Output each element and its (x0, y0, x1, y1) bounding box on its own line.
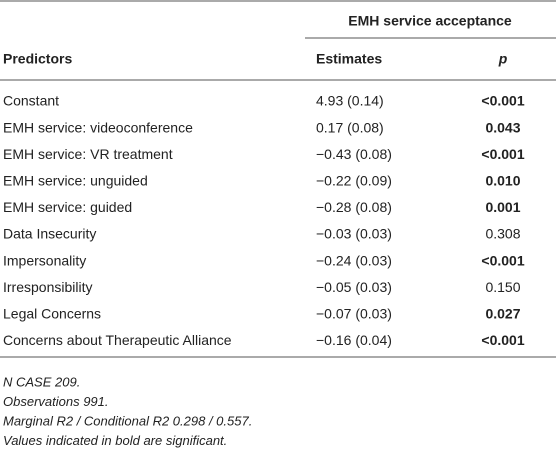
estimate: 4.93 (0.14) (316, 93, 384, 109)
predictor: Legal Concerns (3, 306, 101, 322)
estimate: −0.03 (0.03) (316, 226, 392, 242)
footnote: Observations 991. (3, 394, 109, 409)
p-value: <0.001 (481, 93, 524, 109)
estimate: −0.16 (0.04) (316, 332, 392, 348)
footnote: Marginal R2 / Conditional R2 0.298 / 0.5… (3, 413, 252, 428)
p-value: 0.027 (485, 306, 520, 322)
predictor: EMH service: guided (3, 199, 132, 215)
predictor: Impersonality (3, 252, 86, 268)
footnote: N CASE 209. (3, 374, 80, 389)
p-value: 0.001 (485, 199, 520, 215)
column-header: Predictors (3, 51, 72, 67)
predictor: EMH service: VR treatment (3, 146, 173, 162)
p-value: <0.001 (481, 252, 524, 268)
group-header: EMH service acceptance (348, 13, 512, 29)
predictor: Constant (3, 93, 59, 109)
column-header: Estimates (316, 51, 382, 67)
p-value: 0.150 (485, 279, 520, 295)
estimate: −0.43 (0.08) (316, 146, 392, 162)
p-value: <0.001 (481, 332, 524, 348)
predictor: Irresponsibility (3, 279, 92, 295)
estimate: −0.28 (0.08) (316, 199, 392, 215)
p-value: 0.043 (485, 119, 520, 135)
predictor: Concerns about Therapeutic Alliance (3, 332, 232, 348)
estimate: −0.05 (0.03) (316, 279, 392, 295)
estimate: 0.17 (0.08) (316, 119, 384, 135)
estimate: −0.24 (0.03) (316, 252, 392, 268)
estimate: −0.22 (0.09) (316, 173, 392, 189)
p-value: 0.010 (485, 173, 520, 189)
column-header: p (498, 51, 508, 67)
p-value: <0.001 (481, 146, 524, 162)
predictor: EMH service: videoconference (3, 119, 193, 135)
footnote: Values indicated in bold are significant… (3, 433, 227, 448)
predictor: Data Insecurity (3, 226, 96, 242)
estimate: −0.07 (0.03) (316, 306, 392, 322)
p-value: 0.308 (485, 226, 520, 242)
predictor: EMH service: unguided (3, 173, 148, 189)
